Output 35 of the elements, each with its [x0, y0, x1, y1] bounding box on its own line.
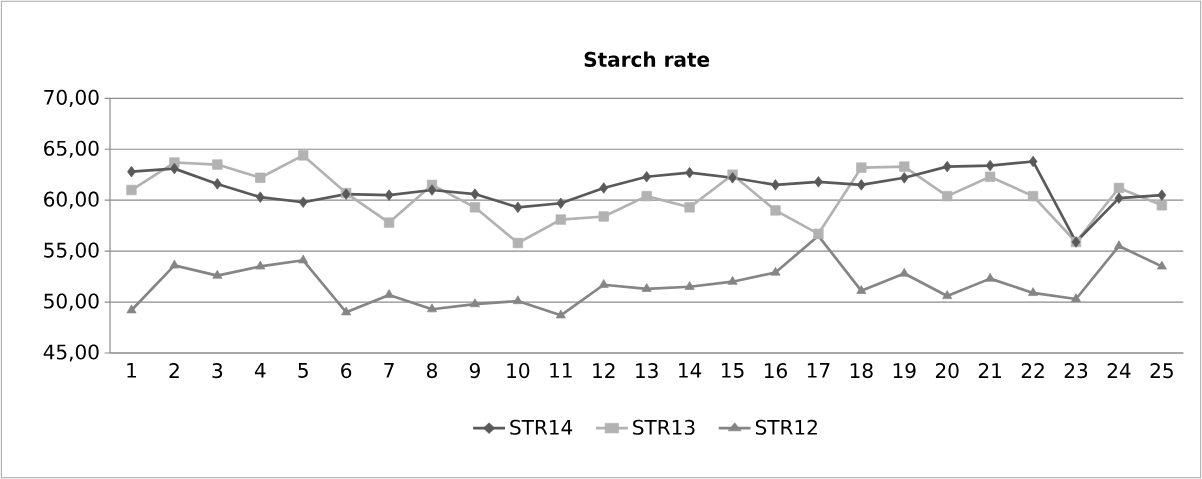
x-tick-label: 6 [341, 363, 352, 379]
x-tick-label: 17 [807, 363, 830, 378]
x-tick-label: 24 [1107, 363, 1131, 378]
y-tick-label: 45,00 [43, 344, 99, 362]
x-tick-label: 22 [1021, 363, 1044, 378]
legend-label: STR13 [633, 419, 695, 435]
x-tick-label: 10 [507, 363, 530, 379]
x-tick-label: 11 [550, 363, 572, 378]
x-tick-label: 25 [1150, 363, 1173, 379]
y-tick-label: 65,00 [44, 140, 99, 158]
x-tick-label: 4 [254, 363, 266, 378]
y-tick-label: 60,00 [44, 191, 99, 209]
legend-label: STR14 [510, 419, 573, 435]
x-tick-label: 7 [384, 363, 394, 378]
x-tick-label: 21 [978, 363, 1002, 378]
legend-label: STR12 [755, 419, 817, 435]
chart-title: Starch rate [584, 51, 710, 67]
x-tick-label: 2 [169, 363, 179, 378]
x-tick-label: 23 [1064, 363, 1088, 379]
x-tick-label: 1 [127, 363, 136, 378]
x-tick-label: 9 [469, 363, 480, 379]
x-tick-label: 14 [679, 363, 702, 378]
x-tick-label: 3 [212, 363, 223, 379]
x-tick-label: 13 [636, 363, 658, 379]
x-tick-label: 5 [298, 363, 308, 378]
x-tick-label: 16 [764, 363, 787, 379]
x-tick-label: 18 [850, 363, 873, 379]
x-tick-label: 20 [935, 363, 959, 379]
y-tick-label: 55,00 [44, 242, 99, 260]
x-tick-label: 8 [427, 363, 437, 379]
x-tick-label: 19 [893, 363, 916, 379]
x-tick-label: 15 [722, 363, 744, 378]
x-tick-label: 12 [593, 363, 615, 378]
y-tick-label: 70,00 [44, 89, 99, 107]
y-tick-label: 50,00 [44, 293, 99, 311]
